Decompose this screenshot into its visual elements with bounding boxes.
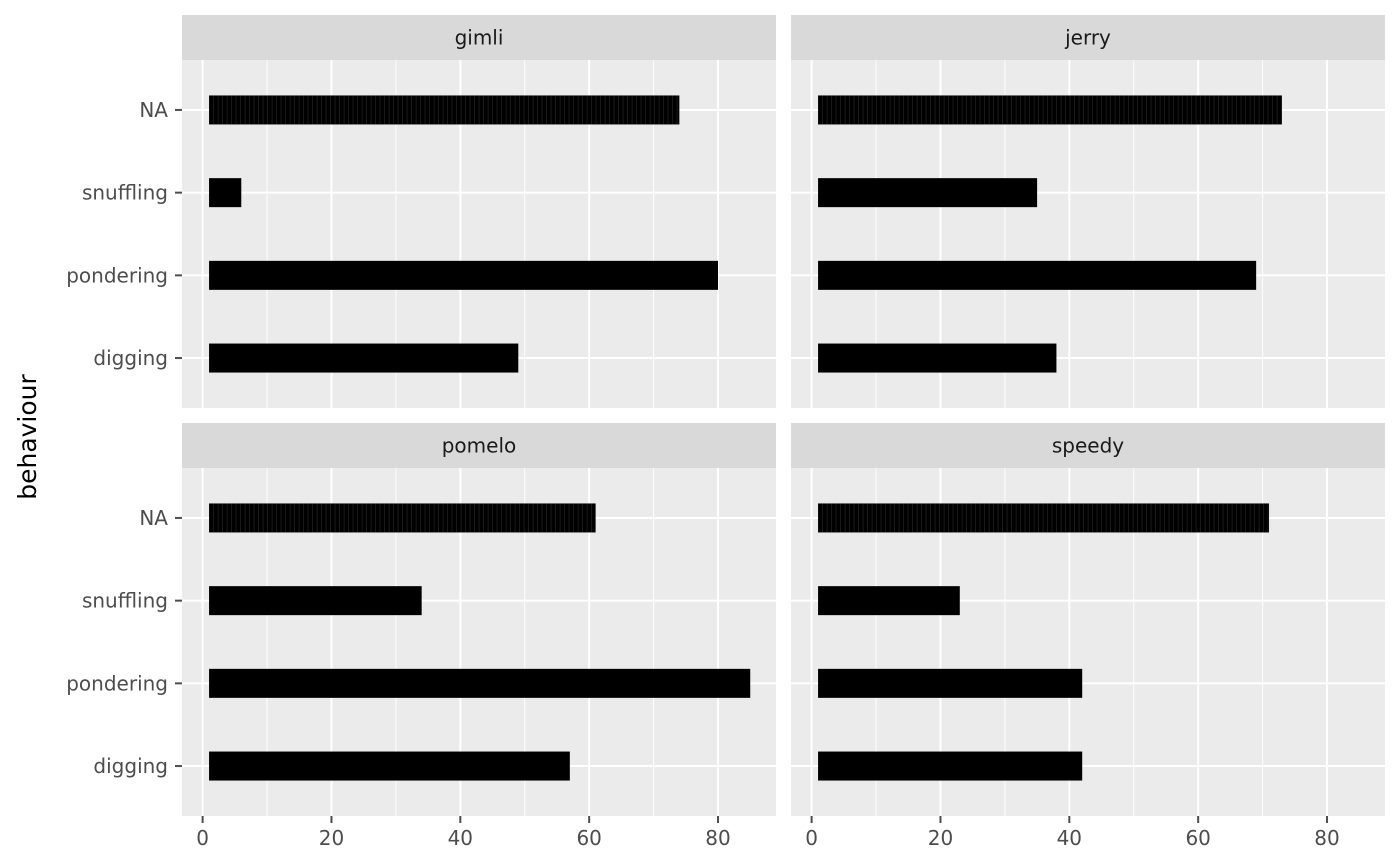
facet-strip	[791, 423, 1385, 468]
facet-strip-label: speedy	[1052, 434, 1124, 458]
bar-digging	[818, 343, 1057, 373]
facet-speedy: speedy 0 20 40 60 80	[791, 423, 1385, 850]
y-tick-label: snuffling	[82, 589, 168, 613]
y-tick-label: pondering	[66, 263, 168, 287]
bar-na	[818, 95, 1282, 125]
bar-snuffling	[209, 178, 242, 208]
x-tick-label: 60	[576, 826, 601, 850]
y-tick-label: NA	[139, 506, 168, 530]
bar-pondering	[209, 668, 751, 698]
facet-panels: gimli digging pondering snuffling NA jerry pom…	[66, 15, 1385, 850]
y-tick-label: digging	[93, 346, 168, 370]
y-tick-label: pondering	[66, 671, 168, 695]
bar-pondering	[818, 668, 1083, 698]
y-tick-label: NA	[139, 98, 168, 122]
y-axis-title: behaviour	[13, 373, 42, 499]
facet-strip-label: jerry	[1064, 26, 1111, 50]
x-tick-label: 40	[448, 826, 473, 850]
facet-strip	[182, 15, 776, 60]
facet-jerry: jerry	[791, 15, 1385, 408]
x-tick-label: 0	[805, 826, 818, 850]
x-tick-label: 0	[196, 826, 209, 850]
x-tick-label: 60	[1185, 826, 1210, 850]
bar-digging	[818, 751, 1083, 781]
x-tick-label: 40	[1057, 826, 1082, 850]
bar-na	[209, 95, 680, 125]
facet-gimli: gimli digging pondering snuffling NA	[66, 15, 776, 408]
facet-strip-label: gimli	[455, 26, 504, 50]
facet-pomelo: pomelo digging pondering snuffling NA 0 20 40 60…	[66, 423, 776, 850]
bar-snuffling	[209, 586, 422, 616]
facet-strip	[791, 15, 1385, 60]
bar-snuffling	[818, 586, 960, 616]
y-tick-label: snuffling	[82, 181, 168, 205]
bar-na	[818, 503, 1270, 533]
facet-strip	[182, 423, 776, 468]
bar-digging	[209, 751, 570, 781]
facet-strip-label: pomelo	[442, 434, 517, 458]
bar-snuffling	[818, 178, 1038, 208]
bar-pondering	[818, 260, 1257, 290]
bar-pondering	[209, 260, 719, 290]
x-tick-label: 80	[705, 826, 730, 850]
x-tick-label: 20	[928, 826, 953, 850]
x-tick-label: 20	[319, 826, 344, 850]
bar-digging	[209, 343, 519, 373]
x-tick-label: 80	[1314, 826, 1339, 850]
y-tick-label: digging	[93, 754, 168, 778]
